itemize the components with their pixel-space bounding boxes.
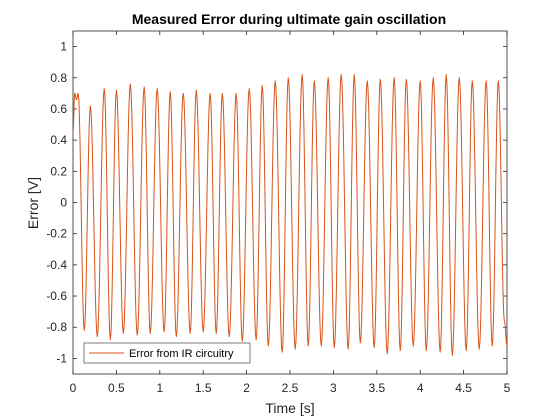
y-axis-label: Error [V]	[25, 177, 41, 229]
chart-title: Measured Error during ultimate gain osci…	[132, 11, 446, 27]
x-tick-label: 4.5	[455, 381, 472, 395]
plot-area	[72, 30, 508, 375]
y-tick-label: 1	[60, 40, 67, 54]
y-tick-label: 0.2	[50, 164, 67, 178]
x-tick-label: 2	[243, 381, 250, 395]
y-tick-label: -0.8	[46, 320, 67, 334]
y-tick-label: -0.2	[46, 227, 67, 241]
y-tick-label: 0.8	[50, 71, 67, 85]
series-line-0	[72, 74, 508, 356]
series-layer	[72, 74, 508, 356]
x-tick-label: 3	[330, 381, 337, 395]
x-tick-label: 0.5	[108, 381, 125, 395]
x-tick-label: 5	[504, 381, 511, 395]
x-tick-label: 4	[417, 381, 424, 395]
x-tick-label: 3.5	[368, 381, 385, 395]
x-tick-label: 2.5	[282, 381, 299, 395]
x-tick-label: 1	[156, 381, 163, 395]
legend-entry-label: Error from IR circuitry	[129, 348, 234, 360]
x-tick-label: 0	[70, 381, 77, 395]
x-axis-label: Time [s]	[265, 400, 314, 416]
y-tick-label: -0.6	[46, 289, 67, 303]
y-axis: -1 -0.8 -0.6 -0.4 -0.2 0 0.2 0.4 0.6 0.8 1	[46, 40, 507, 365]
y-tick-label: -1	[56, 351, 67, 365]
y-tick-label: 0	[60, 196, 67, 210]
legend-box	[83, 342, 251, 364]
y-tick-label: 0.4	[50, 133, 67, 147]
x-tick-label: 1.5	[195, 381, 212, 395]
x-axis: 0 0.5 1 1.5 2 2.5 3 3.5 4 4.5 5	[70, 31, 511, 395]
legend: Error from IR circuitry	[83, 342, 251, 364]
y-tick-label: -0.4	[46, 258, 67, 272]
y-tick-label: 0.6	[50, 102, 67, 116]
